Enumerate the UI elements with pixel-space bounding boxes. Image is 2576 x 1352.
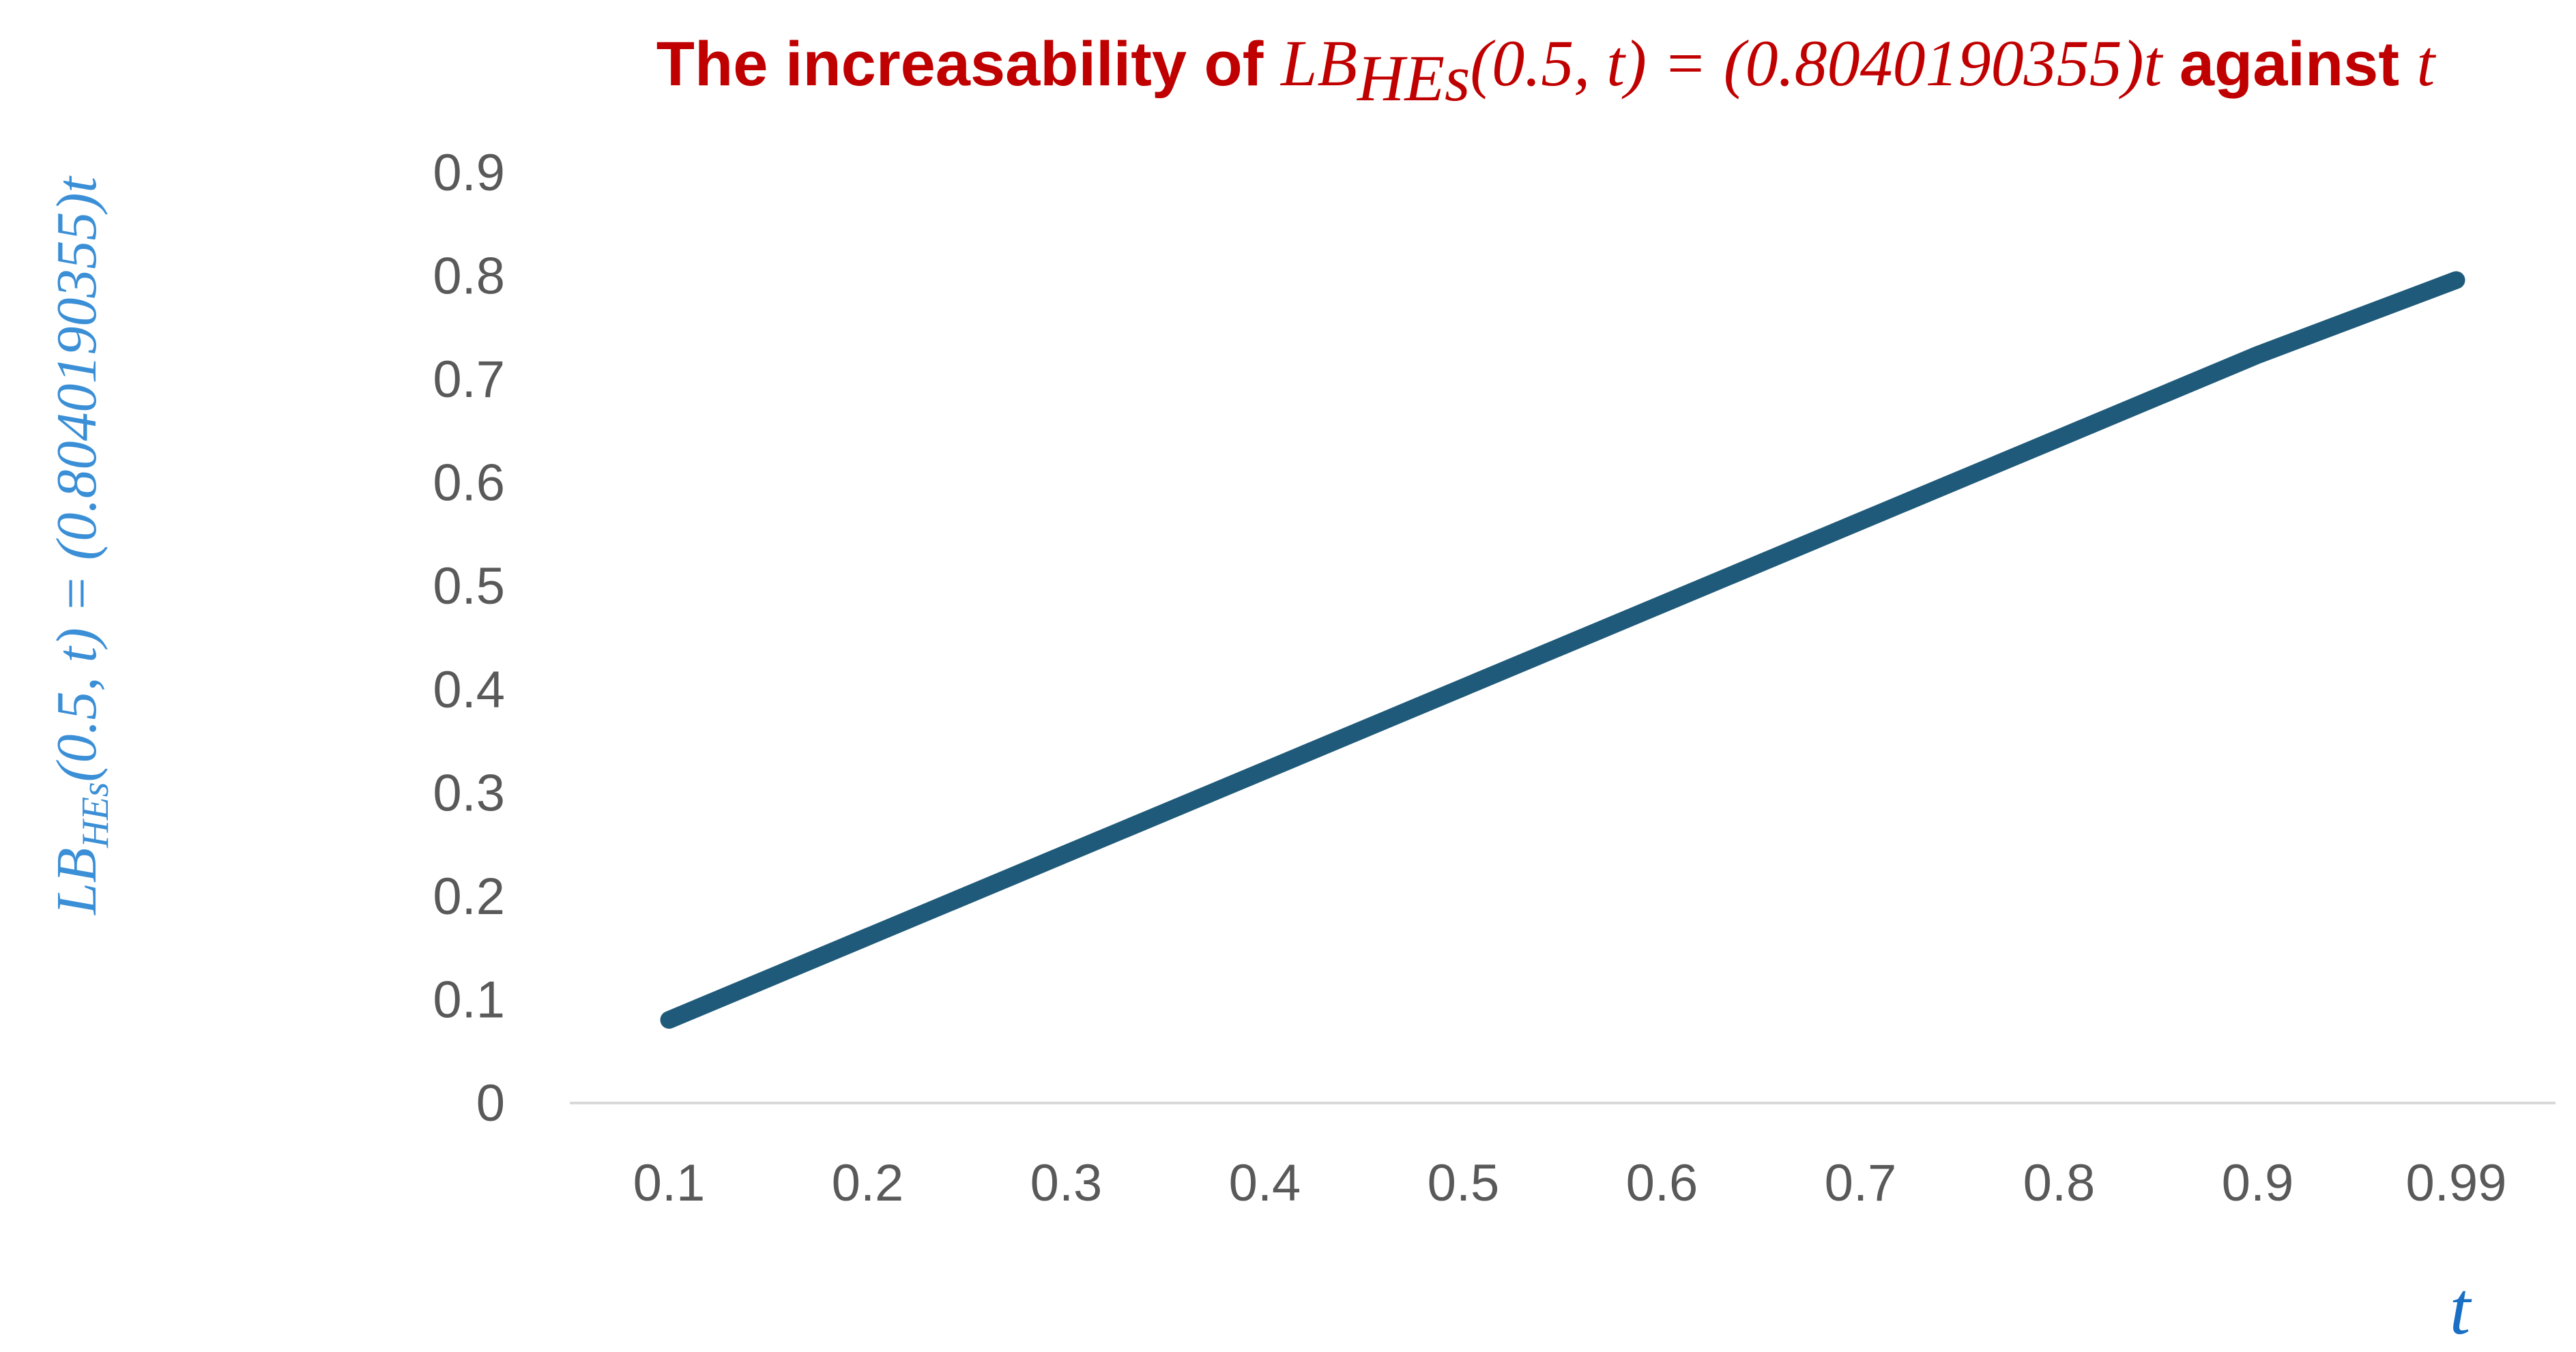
- x-tick-label: 0.2: [832, 1154, 904, 1212]
- title-func-sub: HEs: [1356, 42, 1470, 115]
- data-point: [669, 1019, 670, 1020]
- x-tick-label: 0.3: [1030, 1154, 1103, 1212]
- title-args: (0.5, t) =: [1470, 27, 1723, 100]
- x-tick-labels: 0.1 0.2 0.3 0.4 0.5 0.6 0.7 0.8 0.9 0.99: [633, 1154, 2507, 1212]
- x-tick-label: 0.6: [1626, 1154, 1698, 1212]
- x-axis-label: t: [2450, 1267, 2472, 1350]
- title-func: LB: [1279, 27, 1357, 100]
- data-point: [1264, 770, 1266, 771]
- y-tick-label: 0.5: [433, 557, 505, 615]
- x-tick-label: 0.1: [633, 1154, 706, 1212]
- x-tick-label: 0.4: [1229, 1154, 1301, 1212]
- y-tick-label: 0: [476, 1074, 505, 1132]
- y-tick-labels: 0 0.1 0.2 0.3 0.4 0.5 0.6 0.7 0.8 0.9: [433, 144, 505, 1132]
- data-point: [867, 936, 869, 937]
- data-point: [2257, 354, 2259, 355]
- data-point: [1860, 520, 1862, 522]
- ylabel-func-sub: HEs: [74, 782, 117, 848]
- data-point: [2456, 280, 2457, 281]
- series-group: [660, 271, 2465, 1029]
- x-tick-label: 0.8: [2023, 1154, 2096, 1212]
- data-point: [2059, 437, 2060, 439]
- title-prefix: The increasability of: [656, 29, 1281, 99]
- y-axis-label: LBHEs(0.5, t) = (0.8040190355)t: [45, 175, 117, 915]
- ylabel-rest: (0.5, t) =: [45, 560, 108, 782]
- y-tick-label: 0.9: [433, 144, 505, 202]
- y-tick-label: 0.6: [433, 454, 505, 512]
- x-tick-label: 0.5: [1428, 1154, 1500, 1212]
- data-point: [1066, 853, 1067, 854]
- y-tick-label: 0.7: [433, 351, 505, 409]
- x-tick-label: 0.9: [2222, 1154, 2294, 1212]
- ylabel-func: LB: [45, 848, 108, 915]
- chart-title: The increasability of LBHEs(0.5, t) = (0…: [656, 27, 2437, 115]
- x-tick-label: 0.99: [2406, 1154, 2507, 1212]
- y-tick-label: 0.1: [433, 971, 505, 1029]
- y-tick-label: 0.3: [433, 764, 505, 822]
- title-var: t: [2144, 27, 2164, 100]
- title-middle: against: [2162, 29, 2416, 99]
- data-point: [1463, 687, 1464, 688]
- ylabel-coef: (0.8040190355)t: [45, 175, 108, 560]
- title-coef: (0.8040190355): [1724, 27, 2144, 100]
- y-tick-label: 0.4: [433, 661, 505, 719]
- data-point: [1662, 604, 1663, 605]
- series-line: [660, 271, 2465, 1029]
- x-tick-label: 0.7: [1825, 1154, 1897, 1212]
- y-tick-label: 0.2: [433, 868, 505, 926]
- y-tick-label: 0.8: [433, 248, 505, 306]
- title-var2: t: [2417, 27, 2437, 100]
